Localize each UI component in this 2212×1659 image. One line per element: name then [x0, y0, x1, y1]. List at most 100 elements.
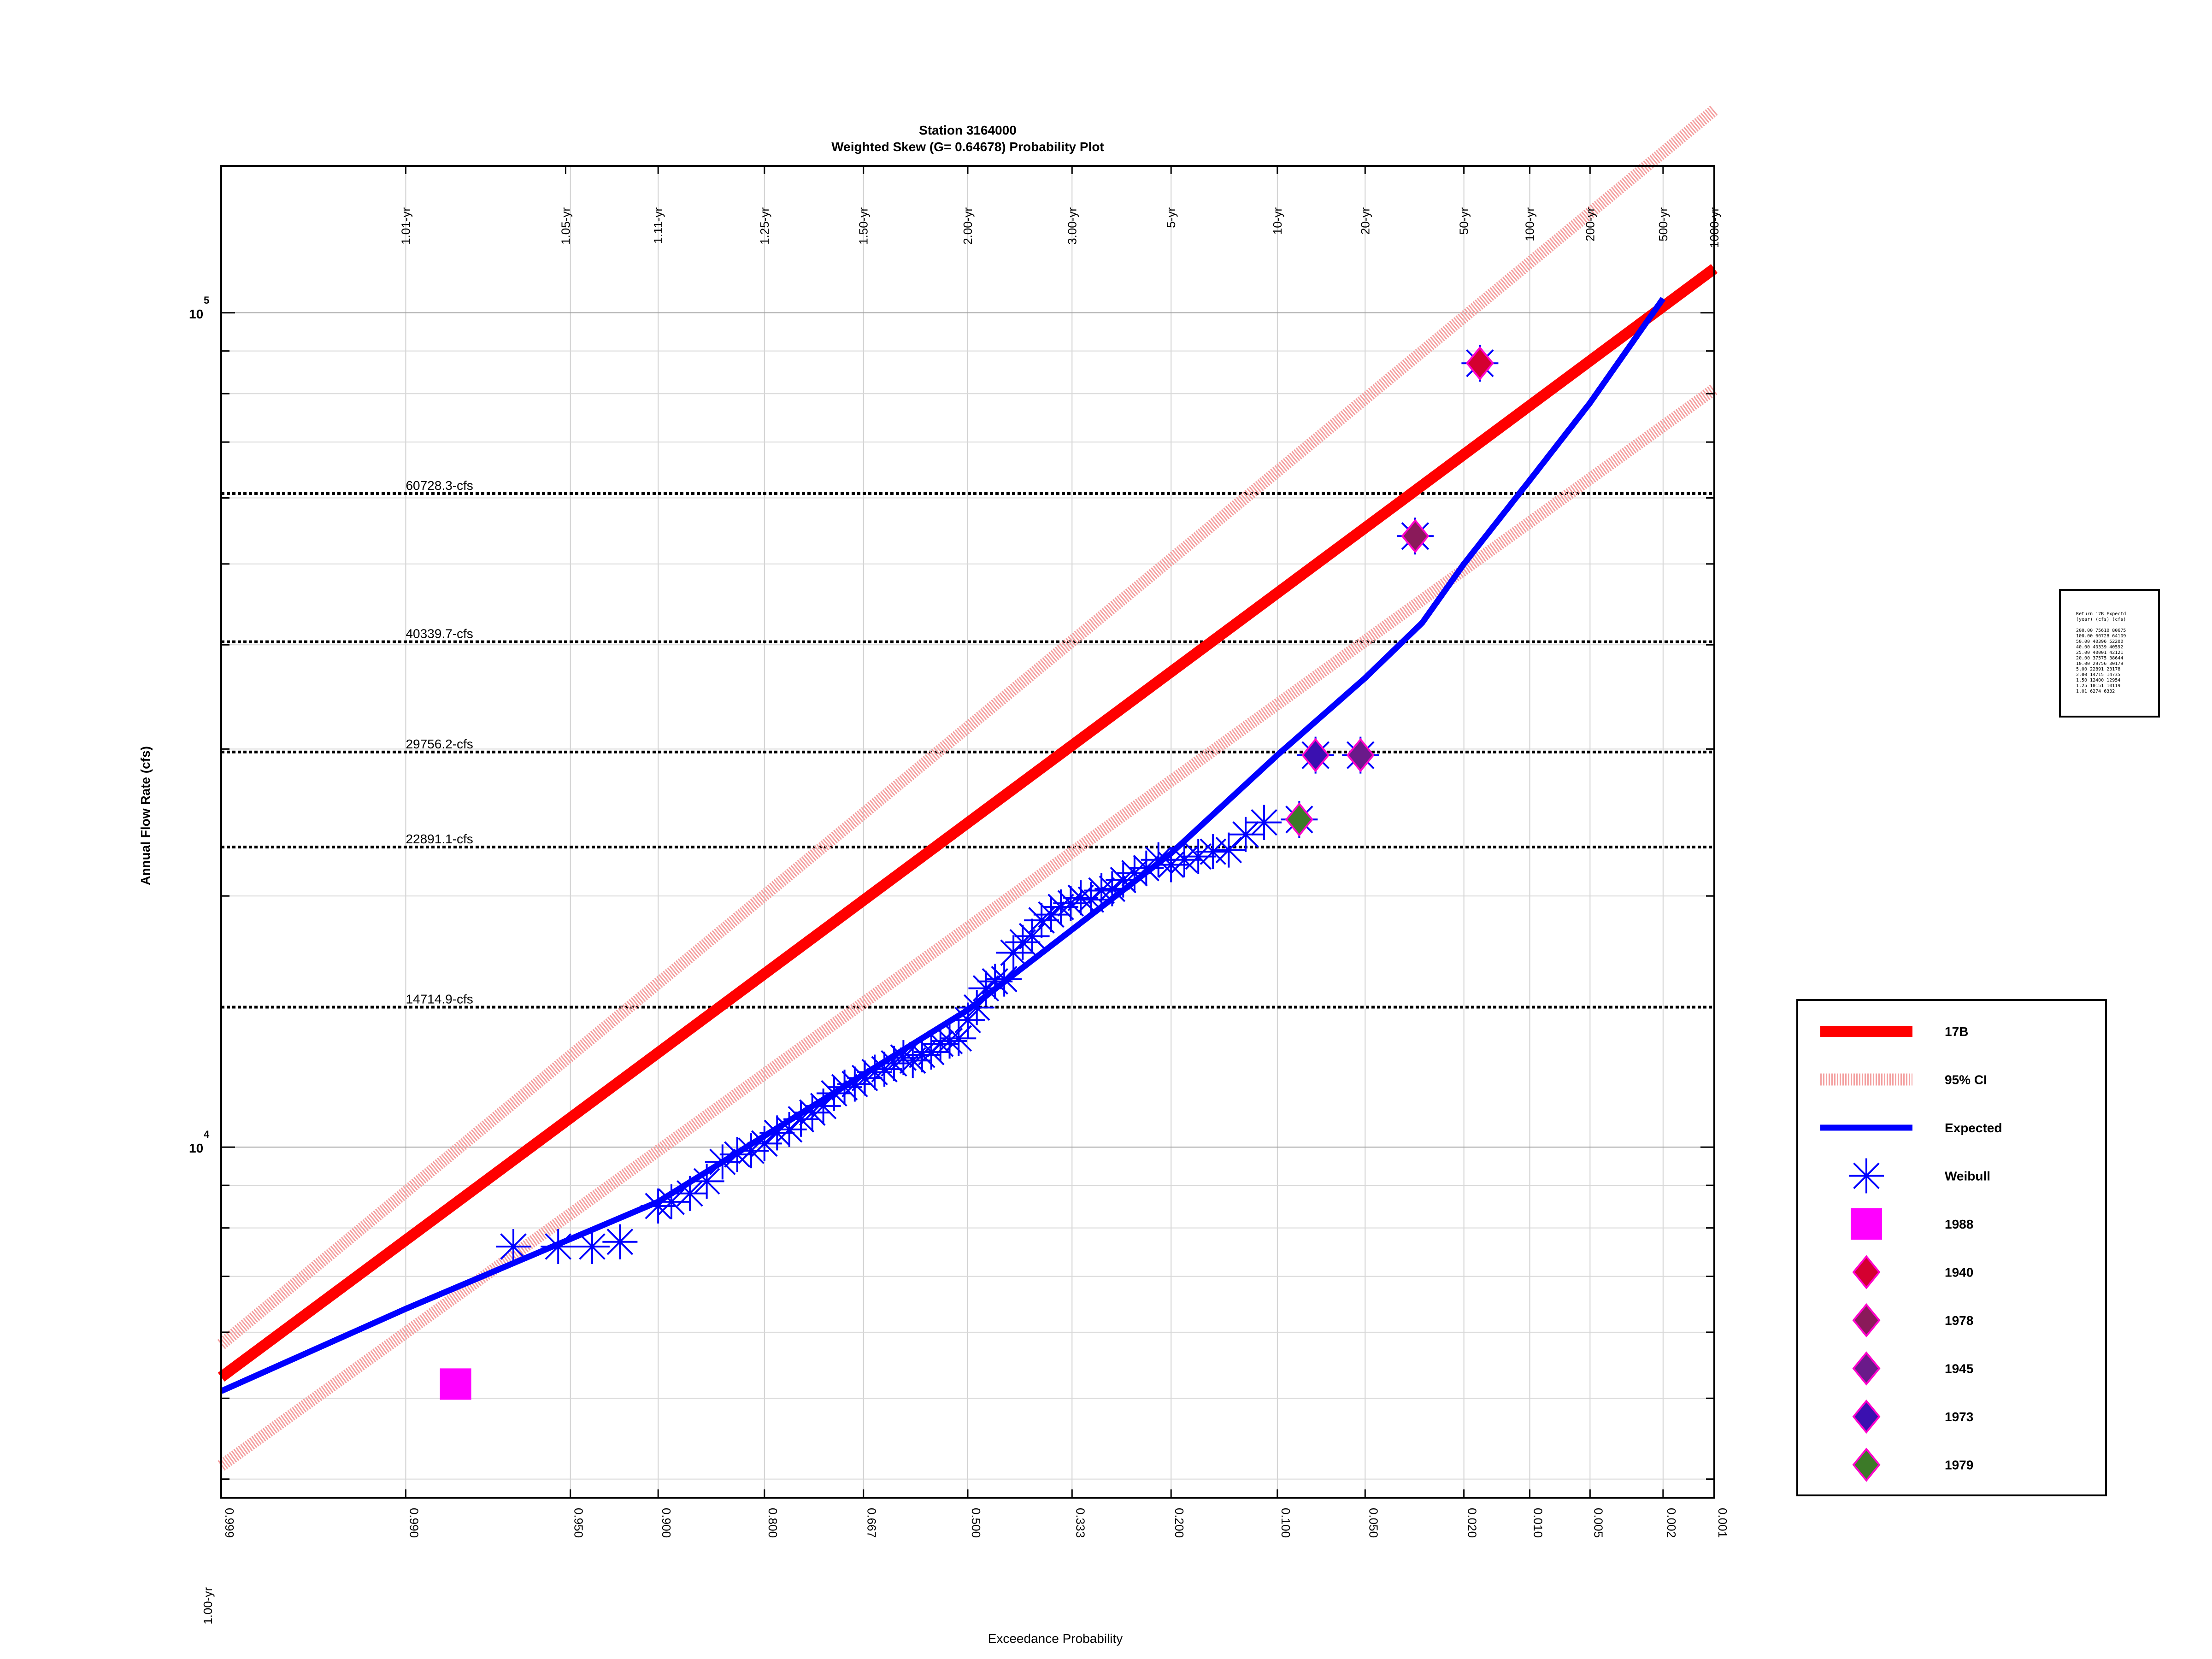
chart-title: Station 3164000	[919, 123, 1017, 137]
point-1945	[1346, 738, 1375, 772]
x-tick-label: 0.500	[969, 1508, 983, 1538]
weibull-point	[987, 961, 1022, 997]
x-tick-label: 0.990	[407, 1508, 421, 1538]
weibull-point	[932, 1024, 967, 1059]
weibull-point	[1153, 847, 1189, 882]
reference-lines: 60728.3-cfs 40339.7-cfs 29756.2-cfs 22891.1…	[221, 478, 1714, 1009]
weibull-point	[759, 1115, 795, 1151]
series-expected-line	[220, 297, 1666, 1394]
x-axis-label: Exceedance Probability	[988, 1631, 1123, 1646]
point-1940	[1465, 346, 1494, 381]
weibull-point	[1246, 805, 1282, 840]
legend-swatch-weibull	[1849, 1158, 1884, 1194]
return-period-label: 1.11-yr	[651, 207, 665, 244]
legend-label: 17B	[1945, 1024, 1968, 1039]
table-row: 50.00 40396 52200	[2076, 639, 2123, 644]
weibull-point	[689, 1164, 724, 1199]
legend-label: 1988	[1945, 1217, 1973, 1231]
table-row: Return 17B Expectd	[2076, 612, 2126, 617]
table-row: 100.00 60728 64109	[2076, 634, 2126, 639]
labels: Station 3164000 Weighted Skew (G= 0.6467…	[138, 123, 1730, 1646]
table-row: 5.00 22891 23178	[2076, 667, 2120, 672]
weibull-point	[771, 1112, 807, 1147]
weibull-point	[1014, 918, 1050, 954]
x-tick-label: 0.900	[659, 1508, 673, 1538]
legend-swatch-1978	[1852, 1303, 1881, 1338]
return-period-label: 100-yr	[1523, 207, 1537, 241]
legend: 17B 95% CI Expected Weibull 1988 1940 1978 1945…	[1796, 999, 2107, 1496]
return-period-label: 1.25-yr	[758, 207, 771, 245]
weibull-point	[1141, 842, 1176, 877]
weibull-point	[1181, 839, 1216, 874]
x-tick-label: 0.950	[572, 1508, 586, 1538]
weibull-point	[1228, 817, 1264, 852]
legend-label: 1979	[1945, 1458, 1973, 1472]
weibull-point	[904, 1037, 940, 1073]
weibull-point	[672, 1176, 707, 1211]
weibull-point	[1195, 834, 1231, 870]
weibull-point	[1211, 832, 1247, 868]
x-tick-label: 0.005	[1591, 1508, 1605, 1538]
table-row: 25.00 40001 42121	[2076, 650, 2123, 655]
weibull-point	[1005, 924, 1041, 960]
return-period-label: 2.00-yr	[961, 207, 975, 245]
axes	[220, 165, 1715, 1499]
weibull-point	[1024, 903, 1059, 938]
reference-line-label: 22891.1-cfs	[406, 832, 473, 846]
table-row: (year) (cfs) (cfs)	[2076, 617, 2126, 622]
return-period-label: 10-yr	[1271, 207, 1284, 235]
y-tick-label-exp: 5	[204, 294, 209, 306]
weibull-point	[783, 1101, 819, 1137]
weibull-point	[876, 1046, 912, 1081]
weibull-point	[968, 971, 1004, 1006]
legend-swatch-1988	[1851, 1208, 1882, 1240]
weibull-point	[496, 1229, 531, 1265]
reference-line-label: 29756.2-cfs	[406, 737, 473, 751]
weibull-point	[574, 1229, 610, 1265]
return-period-label: 50-yr	[1457, 207, 1471, 235]
table-row: 1.50 12400 12954	[2076, 678, 2120, 683]
legend-label: 95% CI	[1945, 1073, 1987, 1087]
table-row: 10.00 29756 30179	[2076, 661, 2123, 666]
legend-swatch-1979	[1852, 1447, 1881, 1482]
table-box-frame	[2059, 589, 2160, 718]
weibull-point	[1084, 873, 1119, 908]
weibull-point	[794, 1095, 830, 1130]
return-period-label: 3.00-yr	[1065, 207, 1079, 245]
weibull-point	[1166, 842, 1202, 877]
legend-label: Weibull	[1945, 1169, 1990, 1183]
legend-label: 1978	[1945, 1313, 1973, 1328]
table-row: 1.01 6274 6332	[2076, 689, 2115, 694]
x-tick-label: 0.999	[223, 1508, 236, 1538]
x-tick-label: 0.800	[766, 1508, 780, 1538]
x-tick-label: 0.020	[1465, 1508, 1479, 1538]
chart-subtitle: Weighted Skew (G= 0.64678) Probability P…	[831, 140, 1104, 154]
series-layer	[217, 105, 1718, 1471]
legend-swatch-1973	[1852, 1399, 1881, 1434]
grid	[221, 166, 1715, 1498]
weibull-point	[1106, 862, 1141, 898]
reference-line-label: 14714.9-cfs	[406, 992, 473, 1006]
return-period-label: 1.05-yr	[559, 207, 572, 245]
weibull-point	[886, 1040, 921, 1076]
table-row: 20.00 37575 38644	[2076, 656, 2123, 661]
y-tick-label-base: 10	[189, 1141, 203, 1155]
x-tick-label: 0.001	[1716, 1508, 1730, 1538]
ci-upper-line	[217, 105, 1718, 1349]
legend-label: 1973	[1945, 1410, 1973, 1424]
y-tick-label-exp: 4	[204, 1129, 210, 1140]
weibull-point	[837, 1066, 872, 1102]
weibull-point	[541, 1229, 576, 1265]
weibull-point	[857, 1054, 892, 1090]
weibull-point	[1033, 897, 1069, 932]
weibull-point	[1117, 855, 1152, 891]
x-tick-label: 0.200	[1172, 1508, 1186, 1538]
return-period-label: 500-yr	[1656, 207, 1670, 241]
weibull-point	[950, 1002, 985, 1038]
table-row: 200.00 75610 80675	[2076, 628, 2126, 633]
series-17b-line	[218, 264, 1718, 1382]
weibull-point	[1043, 889, 1078, 925]
x-tick-label: 0.667	[865, 1508, 879, 1538]
weibull-point	[816, 1076, 852, 1111]
